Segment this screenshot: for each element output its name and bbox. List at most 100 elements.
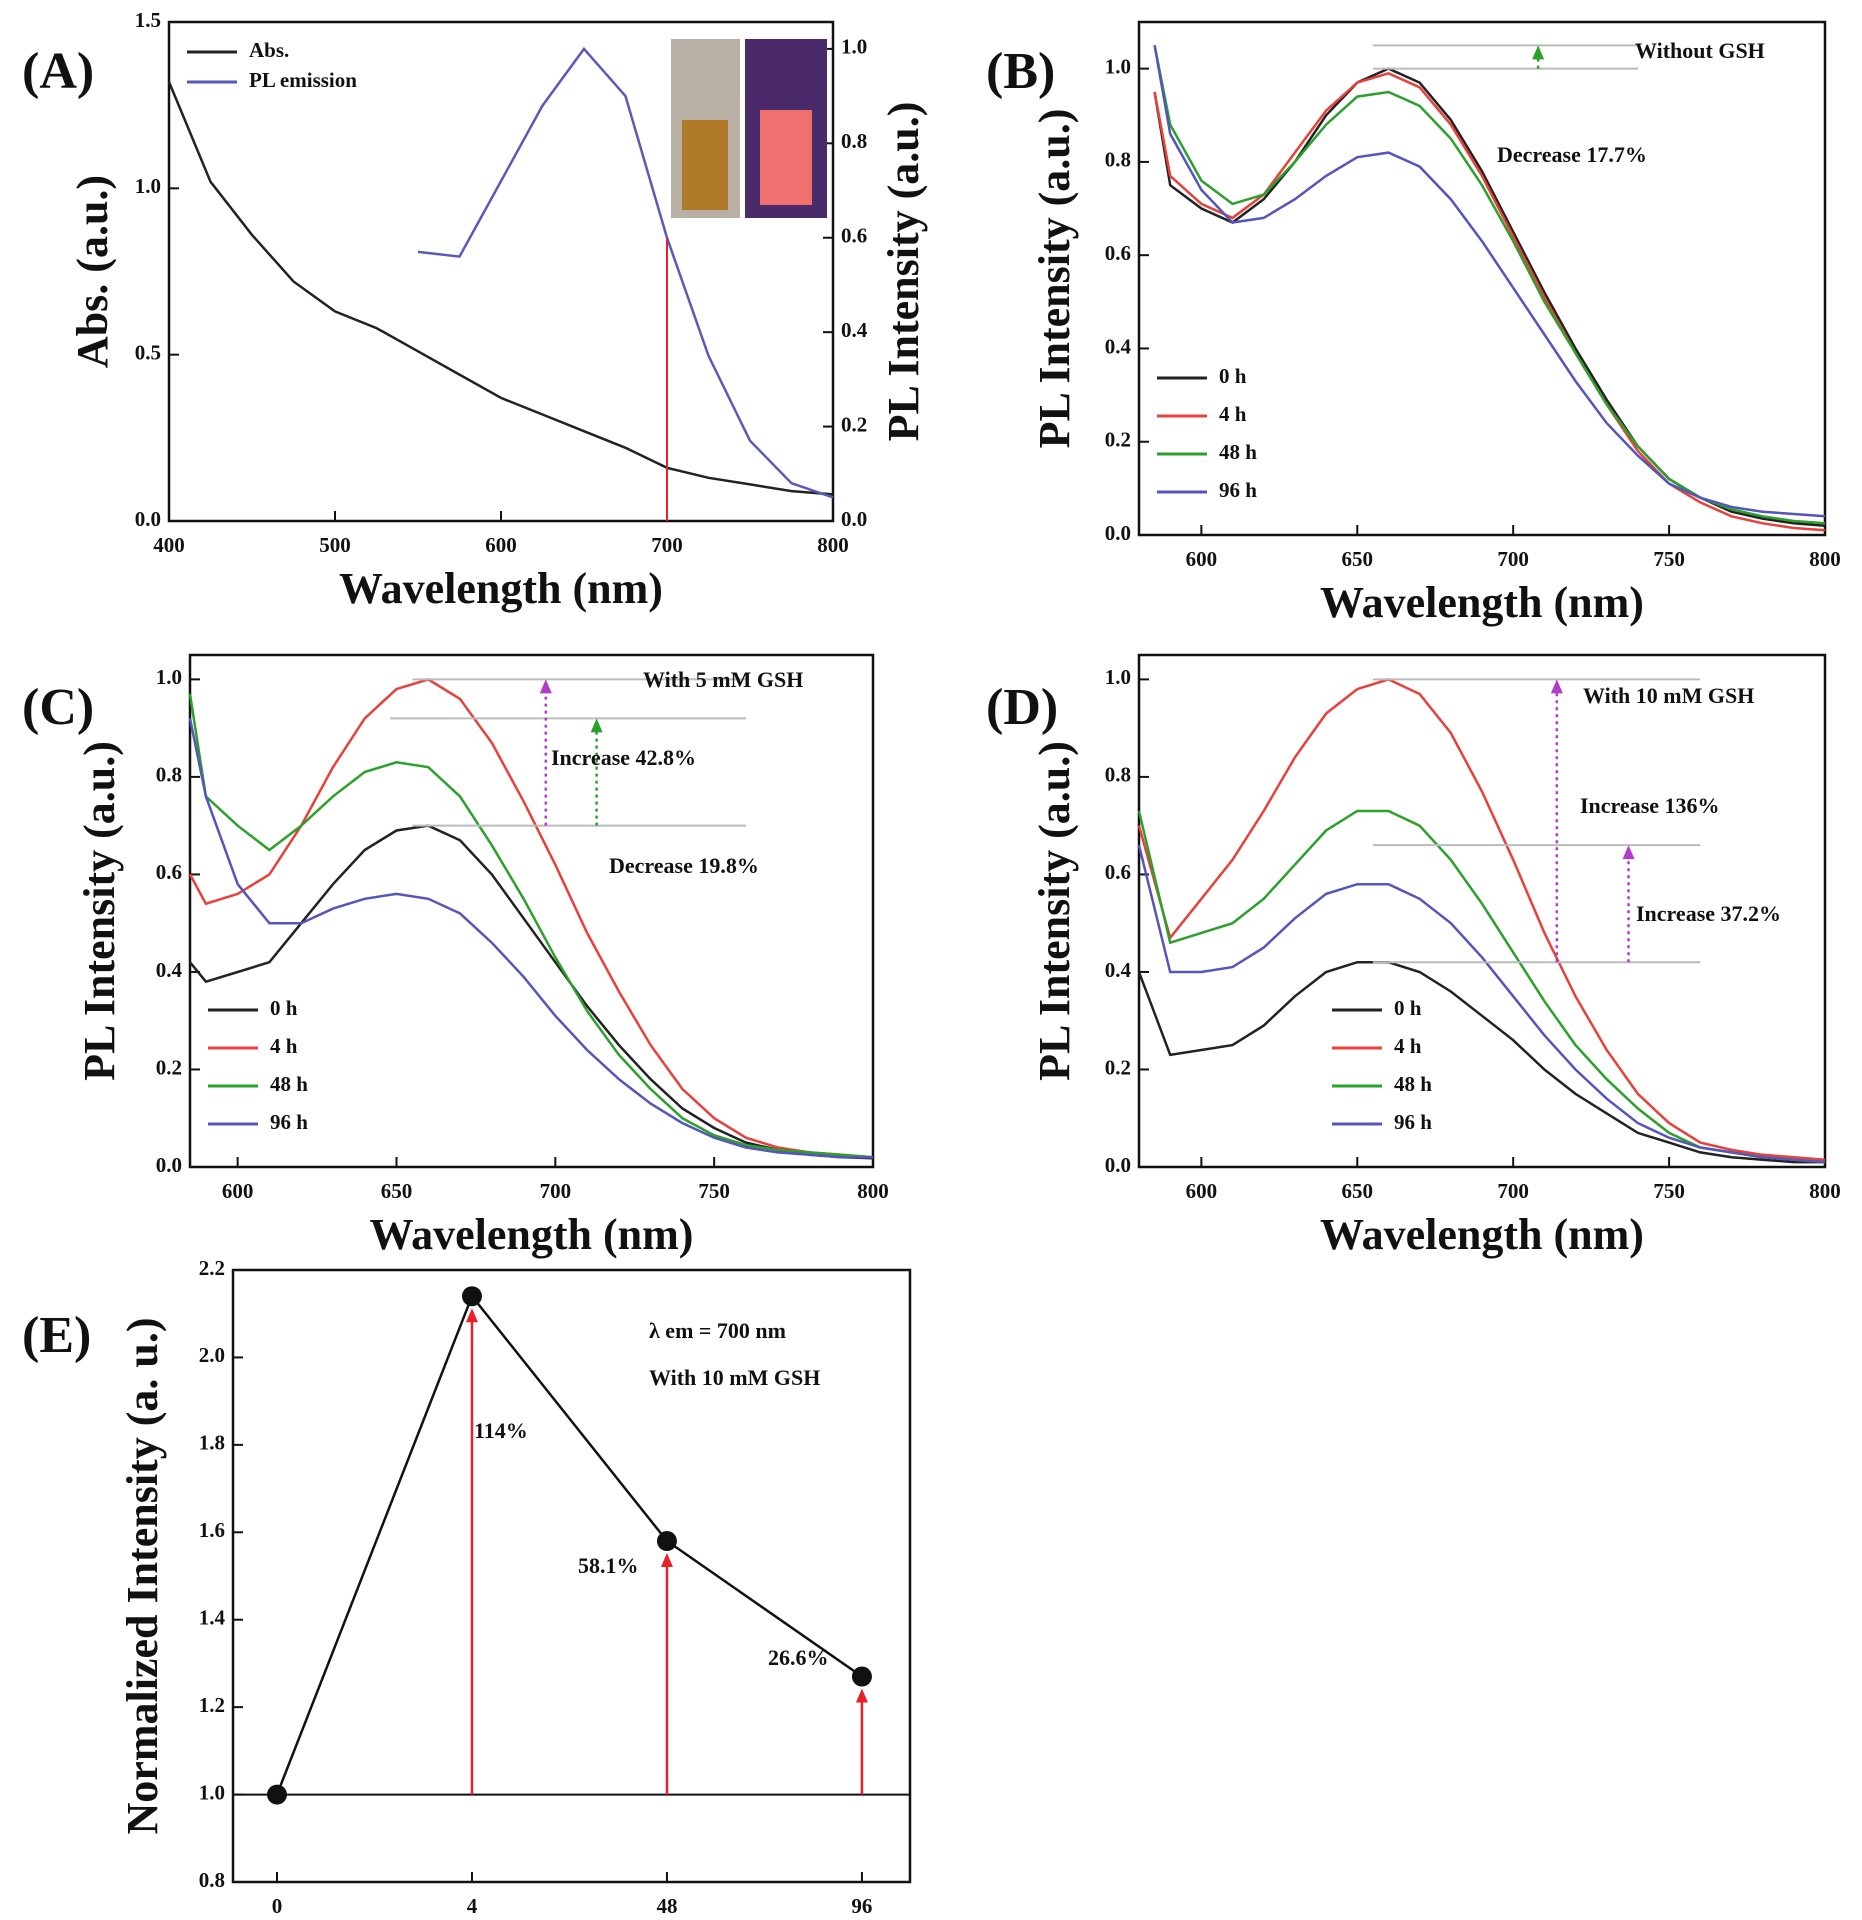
data-point [267,1784,288,1805]
x-tick-label: 600 [222,1179,254,1203]
y-tick-label: 2.0 [199,1343,225,1367]
y-tick-label: 1.0 [156,665,182,689]
legend-label: 96 h [270,1110,308,1134]
annotation: Decrease 19.8% [609,853,759,878]
series-line [188,693,874,1159]
y-axis-title: PL Intensity (a.u.) [1030,741,1079,1081]
panel-label: (A) [22,43,94,100]
data-point [461,1286,482,1307]
x-axis-title: Wavelength (nm) [1320,1210,1644,1259]
y2-tick-label: 0.0 [841,507,867,531]
y-tick-label: 0.8 [156,763,182,787]
y-tick-label: 0.6 [1105,241,1131,265]
y-tick-label: 0.6 [156,860,182,884]
x-tick-label: 700 [1497,547,1529,571]
y-tick-label: 0.8 [1105,763,1131,787]
legend-label: Abs. [249,38,289,62]
legend-label: 48 h [1219,440,1257,464]
legend-label: 0 h [1394,996,1422,1020]
y-tick-label: 0.0 [156,1153,182,1177]
legend-label: 4 h [270,1034,298,1058]
change-label: 26.6% [768,1645,829,1670]
y-tick-label: 1.0 [199,1780,225,1804]
y2-tick-label: 0.6 [841,224,867,248]
series-line [417,46,834,499]
x-tick-label: 700 [651,533,683,557]
y-tick-label: 0.4 [156,958,183,982]
legend-label: 48 h [270,1072,308,1096]
y-tick-label: 1.5 [135,8,161,32]
x-tick-label: 800 [1809,1179,1841,1203]
series-line [188,718,873,1159]
y-axis-title: PL Intensity (a.u.) [1030,109,1079,449]
y-tick-label: 1.0 [135,174,161,198]
plot-frame [188,653,875,1169]
arrow-head [660,1553,673,1568]
panel-label: (E) [22,1307,91,1364]
series-line [1153,71,1826,532]
annotation: With 10 mM GSH [1583,683,1754,708]
y-tick-label: 0.2 [156,1055,182,1079]
series-line [1137,960,1825,1164]
y-tick-label: 1.0 [1105,54,1131,78]
series-line [189,824,874,1160]
data-point [851,1666,872,1687]
y-tick-label: 0.0 [1105,1153,1131,1177]
y-tick-label: 0.2 [1105,428,1131,452]
series-line [188,678,874,1159]
arrow-head [1532,45,1545,60]
x-tick-label: 48 [656,1894,677,1918]
series-line [1137,678,1826,1161]
x-tick-label: 0 [272,1894,283,1918]
y-tick-label: 1.8 [199,1431,225,1455]
panel-label: (B) [986,43,1055,100]
y2-tick-label: 1.0 [841,35,867,59]
series-line [275,1293,863,1796]
x-axis-title: Wavelength (nm) [370,1210,694,1259]
y2-tick-label: 0.2 [841,412,867,436]
x-tick-label: 750 [1653,1179,1685,1203]
y-tick-label: 2.2 [199,1256,225,1280]
y-tick-label: 0.4 [1105,334,1132,358]
arrow-head [539,679,552,694]
legend-label: PL emission [249,68,357,92]
inset-vial [682,120,728,210]
x-axis-title: Wavelength (nm) [339,564,663,613]
arrow-head [465,1308,478,1323]
annotation: Increase 37.2% [1636,901,1781,926]
y-tick-label: 1.2 [199,1693,225,1717]
arrow-head [855,1688,868,1703]
legend-label: 0 h [1219,364,1247,388]
y-tick-label: 0.0 [135,507,161,531]
x-tick-label: 650 [1342,1179,1374,1203]
y-axis-title: PL Intensity (a.u.) [75,741,124,1081]
change-label: 58.1% [578,1553,639,1578]
legend-label: 4 h [1394,1034,1422,1058]
y-tick-label: 0.4 [1105,958,1132,982]
panel-label: (D) [986,679,1058,736]
series-line [167,81,834,496]
y-tick-label: 0.6 [1105,860,1131,884]
y-tick-label: 1.0 [1105,665,1131,689]
annotation: With 5 mM GSH [643,667,803,692]
y-tick-label: 0.2 [1105,1055,1131,1079]
x-tick-label: 4 [467,1894,478,1918]
y-tick-label: 0.0 [1105,521,1131,545]
plot-frame [1137,653,1827,1169]
x-axis-title: Wavelength (nm) [1320,578,1644,627]
legend-label: 0 h [270,996,298,1020]
annotation: Decrease 17.7% [1497,142,1647,167]
y-tick-label: 1.6 [199,1518,225,1542]
x-tick-label: 800 [1809,547,1841,571]
note: With 10 mM GSH [649,1365,820,1390]
data-point [656,1531,677,1552]
arrow-head [1622,845,1635,860]
y-axis-title: Normalized Intensity (a. u.) [118,1318,167,1835]
plot-frame [231,1268,912,1884]
x-tick-label: 600 [1186,547,1218,571]
y2-axis-title: PL Intensity (a.u.) [879,102,928,442]
note: λ em = 700 nm [649,1318,786,1343]
legend-label: 4 h [1219,402,1247,426]
legend-label: 48 h [1394,1072,1432,1096]
series-line [1137,809,1826,1164]
